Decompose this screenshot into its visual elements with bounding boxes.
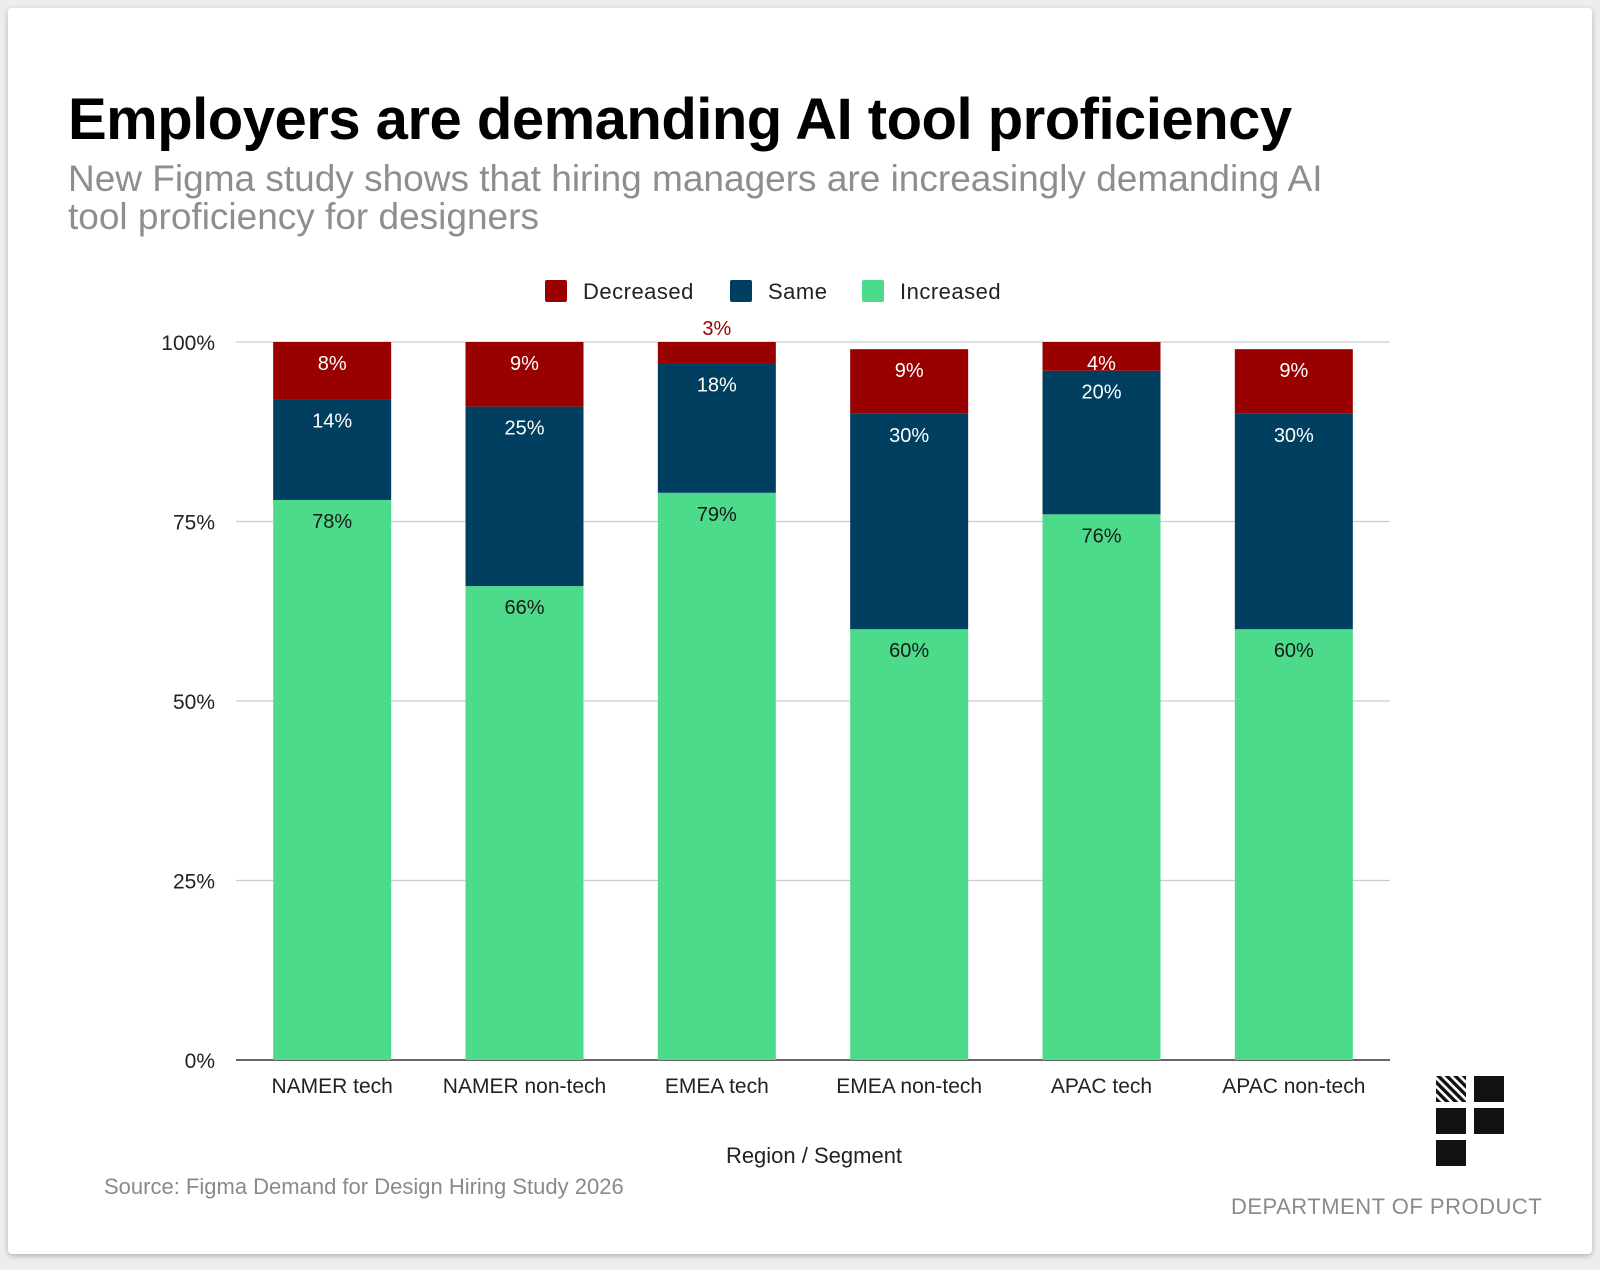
data-label-same: 20%	[1081, 382, 1121, 404]
bar-segment-same	[1234, 413, 1353, 630]
bar-segment-same	[850, 413, 969, 630]
x-tick-label: APAC tech	[1051, 1075, 1152, 1098]
stacked-bar-chart: Decreased Same Increased 0% 25% 50% 75% 100% 7…	[161, 279, 1390, 1168]
y-axis: 0% 25% 50% 75% 100%	[161, 332, 215, 1073]
x-tick-label: APAC non-tech	[1222, 1075, 1365, 1098]
data-label-decreased: 8%	[318, 353, 347, 375]
logo-square	[1474, 1108, 1504, 1134]
bar-segment-decreased	[465, 342, 584, 407]
data-label-increased: 66%	[504, 597, 544, 619]
bar-segment-increased	[1234, 629, 1353, 1060]
data-label-decreased: 4%	[1087, 353, 1116, 375]
bar-segment-decreased	[1042, 342, 1161, 371]
data-label-same: 14%	[312, 410, 352, 432]
logo-square	[1474, 1076, 1504, 1102]
logo-square	[1436, 1140, 1466, 1166]
x-axis: NAMER tech NAMER non-tech EMEA tech EMEA no…	[271, 1075, 1365, 1098]
data-label-increased: 60%	[889, 640, 929, 662]
data-label-increased: 78%	[312, 511, 352, 533]
gridlines	[236, 341, 1390, 1061]
chart-subtitle: New Figma study shows that hiring manage…	[68, 158, 1323, 237]
x-tick-label: EMEA tech	[665, 1075, 769, 1098]
logo-hatched-square	[1436, 1076, 1466, 1102]
data-label-same: 25%	[504, 418, 544, 440]
bar-segment-increased	[850, 629, 969, 1060]
bar-segment-same	[465, 406, 584, 587]
data-label-same: 18%	[697, 375, 737, 397]
bar-segment-increased	[657, 492, 776, 1060]
data-label-increased: 76%	[1081, 525, 1121, 547]
data-label-decreased: 9%	[895, 360, 924, 382]
bar-segment-decreased	[1234, 349, 1353, 414]
bar-segment-same	[273, 399, 392, 500]
legend: Decreased Same Increased	[545, 279, 1001, 304]
bar-segment-same	[1042, 370, 1161, 515]
brand-name: DEPARTMENT OF PRODUCT	[1231, 1194, 1543, 1219]
y-tick-label: 25%	[173, 871, 215, 894]
x-tick-label: NAMER non-tech	[443, 1075, 606, 1098]
legend-label-increased: Increased	[900, 279, 1001, 304]
x-tick-label: EMEA non-tech	[836, 1075, 982, 1098]
y-tick-label: 50%	[173, 691, 215, 714]
x-tick-label: NAMER tech	[271, 1075, 392, 1098]
data-label-decreased: 3%	[702, 318, 731, 340]
data-label-same: 30%	[1274, 425, 1314, 447]
department-of-product-logo-icon	[1436, 1076, 1506, 1166]
bar-segment-increased	[273, 499, 392, 1061]
bar-segment-increased	[1042, 514, 1161, 1060]
legend-label-same: Same	[768, 279, 827, 304]
bar-segment-same	[657, 363, 776, 493]
data-label-increased: 60%	[1274, 640, 1314, 662]
bar-segment-decreased	[657, 342, 776, 364]
legend-swatch-same	[730, 280, 752, 302]
y-tick-label: 100%	[161, 332, 215, 355]
data-label-decreased: 9%	[1279, 360, 1308, 382]
legend-swatch-decreased	[545, 280, 567, 302]
source-note: Source: Figma Demand for Design Hiring S…	[104, 1174, 624, 1199]
bar-segment-decreased	[273, 342, 392, 400]
legend-label-decreased: Decreased	[583, 279, 694, 304]
y-tick-label: 75%	[173, 512, 215, 535]
bars: 78% 14% 8% 66% 25% 9% 79% 18% 3% 60% 30% 9% 76% 20% 4%…	[273, 318, 1353, 1061]
x-axis-title: Region / Segment	[726, 1143, 902, 1168]
bar-segment-decreased	[850, 349, 969, 414]
logo-square	[1436, 1108, 1466, 1134]
chart-title: Employers are demanding AI tool proficie…	[68, 87, 1292, 152]
bar-segment-increased	[465, 586, 584, 1060]
chart-card: Employers are demanding AI tool proficie…	[8, 8, 1592, 1254]
data-label-increased: 79%	[697, 504, 737, 526]
legend-swatch-increased	[862, 280, 884, 302]
data-label-same: 30%	[889, 425, 929, 447]
y-tick-label: 0%	[185, 1050, 215, 1073]
data-label-decreased: 9%	[510, 353, 539, 375]
